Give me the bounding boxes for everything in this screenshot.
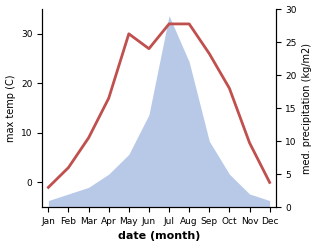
Y-axis label: med. precipitation (kg/m2): med. precipitation (kg/m2) — [302, 43, 313, 174]
X-axis label: date (month): date (month) — [118, 231, 200, 242]
Y-axis label: max temp (C): max temp (C) — [5, 74, 16, 142]
